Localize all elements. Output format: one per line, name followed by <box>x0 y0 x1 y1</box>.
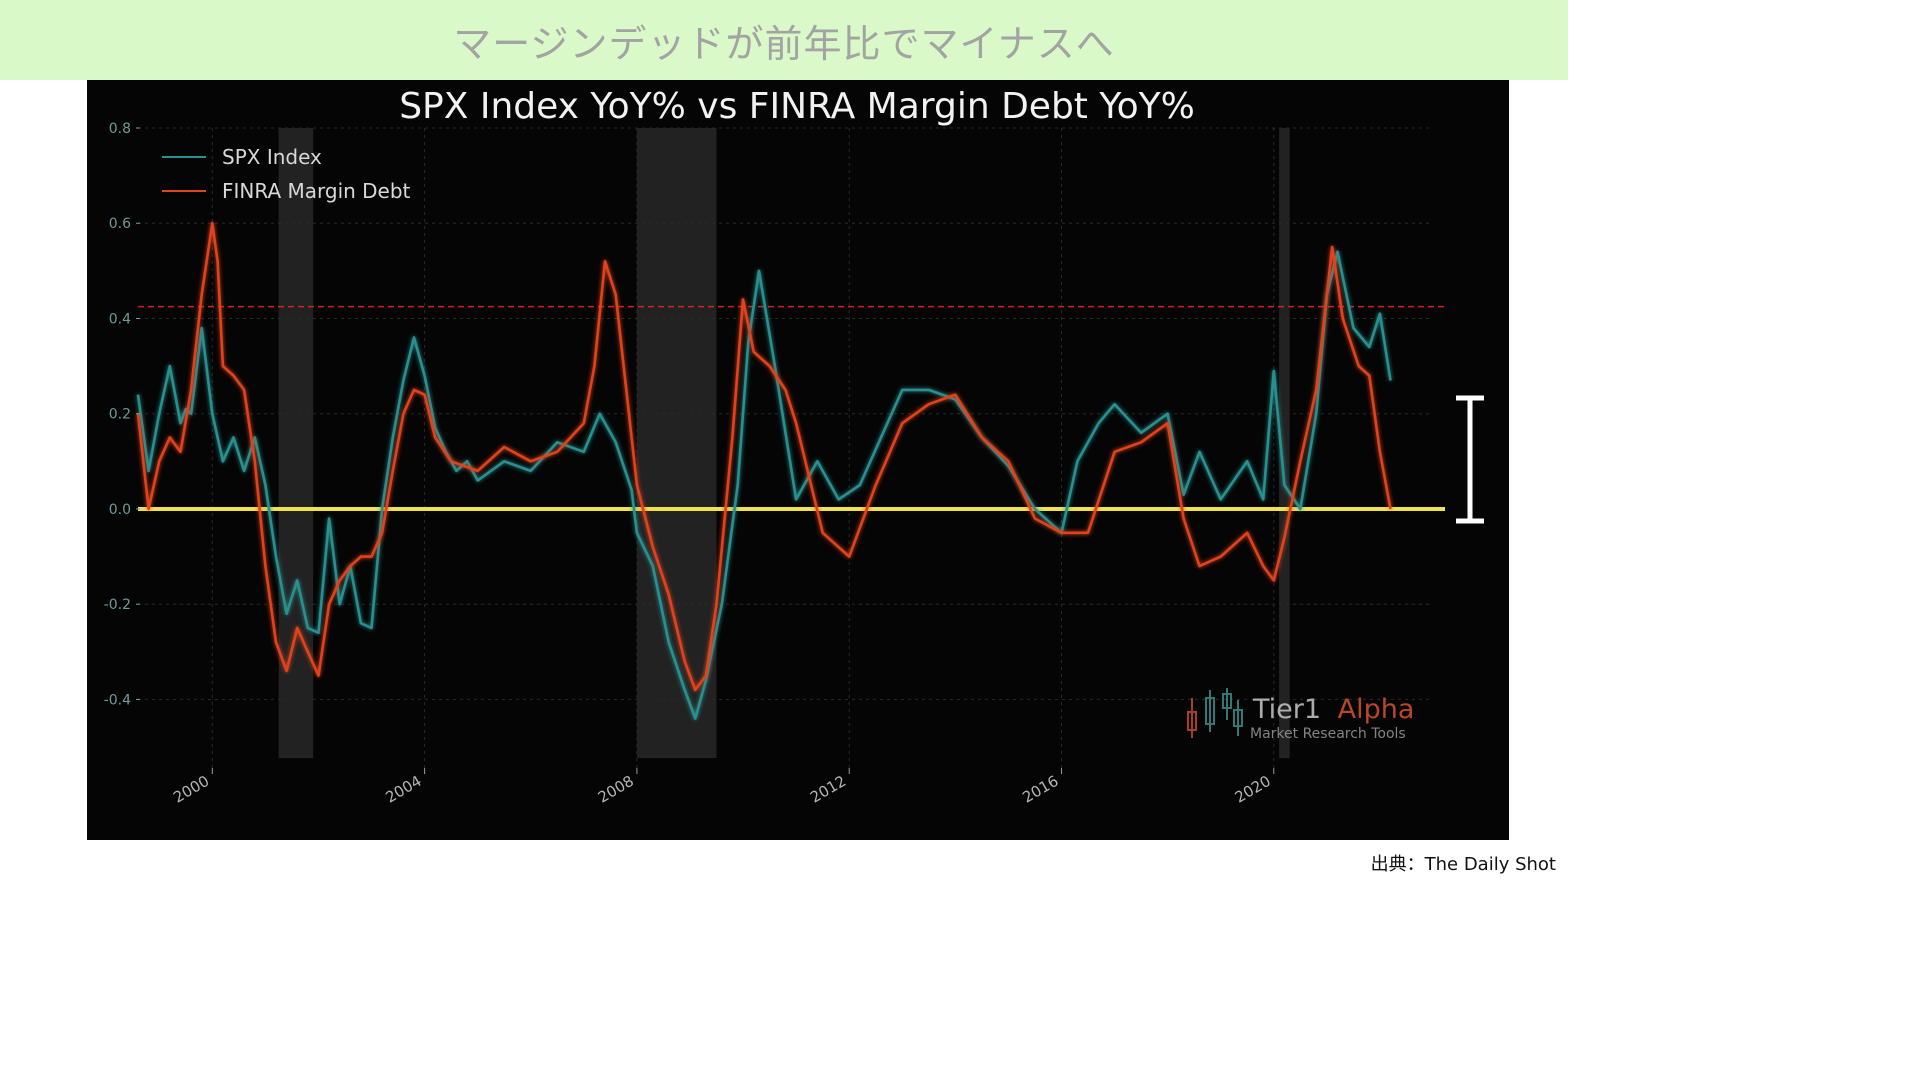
chart-svg: 0.8 0.6 0.4 0.2 0.0 -0.2 -0.4 2000 2004 2008 2012… <box>104 86 1484 807</box>
source-credit: 出典：The Daily Shot <box>1370 854 1556 875</box>
legend: SPX Index FINRA Margin Debt <box>162 145 411 203</box>
y-tick-label-5: -0.2 <box>104 597 131 613</box>
x-axis: 2000 2004 2008 2012 2016 2020 <box>170 768 1275 807</box>
svg-text:Tier1 Alpha: Tier1 Alpha <box>1252 694 1414 725</box>
x-tick-label-3: 2012 <box>807 772 849 807</box>
x-tick-label-5: 2020 <box>1232 772 1274 807</box>
margin-debt-line <box>136 221 1392 692</box>
y-tick-label-3: 0.2 <box>109 407 131 423</box>
x-tick-label-4: 2016 <box>1019 772 1061 807</box>
watermark-brand-main: Tier1 <box>1252 694 1321 725</box>
banner-title: マージンデッドが前年比でマイナスへ <box>453 21 1115 66</box>
watermark: Tier1 Alpha Market Research Tools <box>1187 688 1414 742</box>
x-tick-label-2: 2008 <box>595 772 637 807</box>
y-tick-label-2: 0.4 <box>109 311 131 327</box>
candlestick-logo-icon <box>1187 688 1243 738</box>
series-lines <box>136 221 1392 720</box>
gridlines <box>138 127 1433 768</box>
watermark-brand-accent: Alpha <box>1338 694 1415 725</box>
y-tick-label-4: 0.0 <box>109 502 131 518</box>
spx-index-line <box>136 250 1392 720</box>
x-tick-label-0: 2000 <box>170 772 212 807</box>
legend-label-spx: SPX Index <box>222 145 322 169</box>
y-tick-label-6: -0.4 <box>104 692 131 708</box>
header-banner: マージンデッドが前年比でマイナスへ <box>0 0 1568 80</box>
recession-shading <box>278 128 1290 758</box>
y-tick-label-0: 0.8 <box>109 121 131 137</box>
recession-band-2 <box>1279 128 1290 758</box>
reference-lines <box>138 305 1445 511</box>
x-tick-label-1: 2004 <box>383 772 425 807</box>
chart-title: SPX Index YoY% vs FINRA Margin Debt YoY% <box>399 86 1195 127</box>
y-tick-label-1: 0.6 <box>109 216 131 232</box>
y-axis: 0.8 0.6 0.4 0.2 0.0 -0.2 -0.4 <box>104 121 140 708</box>
chart-panel: 0.8 0.6 0.4 0.2 0.0 -0.2 -0.4 2000 2004 2008 2012… <box>87 80 1509 840</box>
legend-label-margin-debt: FINRA Margin Debt <box>222 179 411 203</box>
range-bracket <box>1456 395 1484 524</box>
recession-band-1 <box>636 128 717 758</box>
watermark-tagline: Market Research Tools <box>1250 726 1406 742</box>
